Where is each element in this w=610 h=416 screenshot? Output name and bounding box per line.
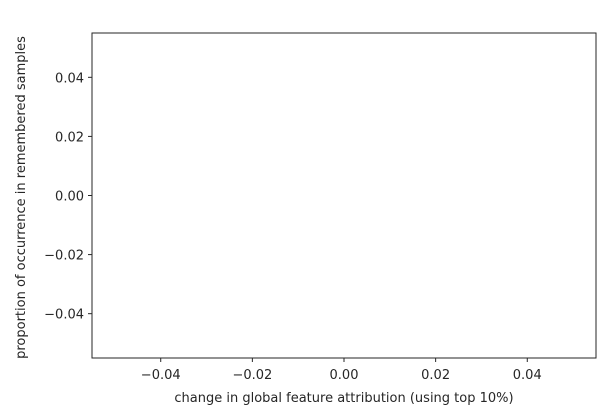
plot-area-frame [91, 32, 597, 359]
x-tick-label: 0.00 [330, 368, 359, 383]
y-tick-label: 0.02 [55, 130, 84, 145]
y-tick-label: −0.04 [44, 308, 84, 323]
y-tick-label: 0.04 [55, 71, 84, 86]
x-tick-label: −0.02 [232, 368, 272, 383]
y-axis-ticks: 0.04 0.02 0.00 −0.02 −0.04 [44, 71, 92, 323]
x-tick-label: −0.04 [141, 368, 181, 383]
y-axis-label: proportion of occurrence in remembered s… [14, 36, 29, 359]
x-axis-ticks: −0.04 −0.02 0.00 0.02 0.04 [141, 358, 542, 383]
x-tick-label: 0.04 [513, 368, 542, 383]
y-tick-label: 0.00 [55, 190, 84, 205]
y-tick-label: −0.02 [44, 249, 84, 264]
x-tick-label: 0.02 [421, 368, 450, 383]
x-axis-label: change in global feature attribution (us… [174, 391, 513, 406]
